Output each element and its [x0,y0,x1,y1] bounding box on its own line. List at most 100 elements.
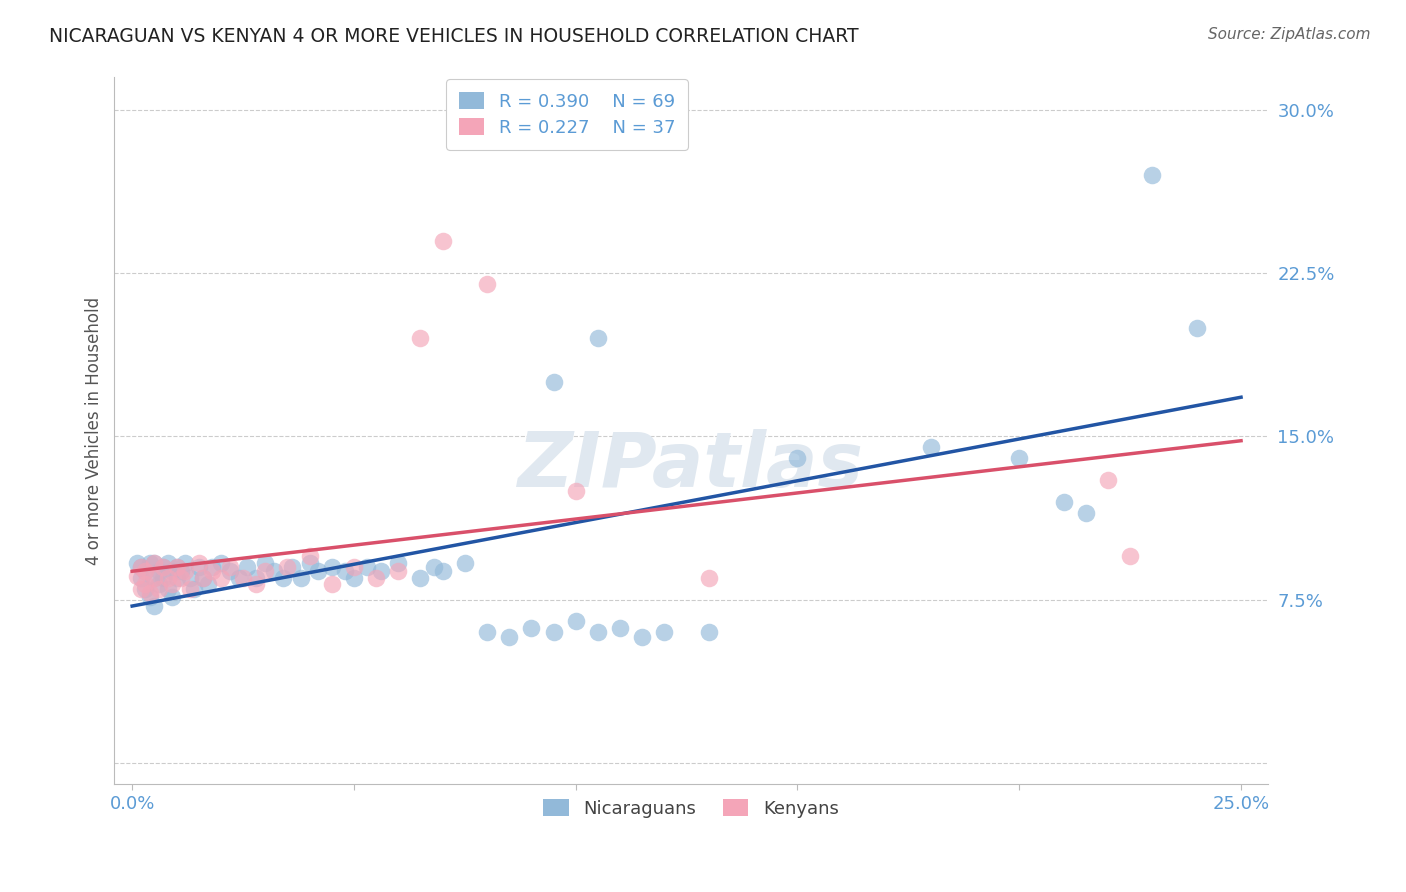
Point [236,560,259,574]
Point [183,582,205,596]
Point [254,564,277,578]
Point [218,564,240,578]
Point [160,564,183,578]
Point [143,556,166,570]
Point [475,625,498,640]
Point [139,556,162,570]
Point [1185,320,1208,334]
Point [179,582,201,596]
Text: ZIPatlas: ZIPatlas [517,429,865,503]
Point [1074,506,1097,520]
Point [152,560,174,574]
Point [276,560,298,574]
Point [156,571,179,585]
Point [245,571,267,585]
Point [143,571,166,585]
Point [232,571,254,585]
Point [1097,473,1119,487]
Point [423,560,446,574]
Point [1142,169,1164,183]
Point [129,560,152,574]
Point [245,577,267,591]
Point [166,560,188,574]
Point [920,440,942,454]
Point [1119,549,1142,563]
Point [156,582,179,596]
Point [201,564,224,578]
Point [586,625,609,640]
Point [218,560,240,574]
Point [129,582,152,596]
Point [387,564,409,578]
Point [191,571,214,585]
Point [156,556,179,570]
Point [697,571,720,585]
Point [166,560,188,574]
Point [543,375,565,389]
Point [228,571,250,585]
Point [631,630,654,644]
Point [152,571,174,585]
Point [298,556,321,570]
Point [786,451,808,466]
Point [343,560,366,574]
Point [191,571,214,585]
Point [187,560,209,574]
Point [564,614,586,628]
Point [152,560,174,574]
Point [134,577,156,591]
Point [174,556,197,570]
Point [134,564,156,578]
Point [170,564,193,578]
Point [498,630,520,644]
Point [343,571,366,585]
Point [187,556,209,570]
Point [432,234,454,248]
Point [129,560,152,574]
Point [409,571,432,585]
Point [356,560,378,574]
Point [290,571,312,585]
Point [254,556,277,570]
Point [209,556,232,570]
Point [586,331,609,345]
Point [139,586,162,600]
Point [179,571,201,585]
Point [564,483,586,498]
Point [281,560,304,574]
Text: NICARAGUAN VS KENYAN 4 OR MORE VEHICLES IN HOUSEHOLD CORRELATION CHART: NICARAGUAN VS KENYAN 4 OR MORE VEHICLES … [49,27,859,45]
Point [321,577,343,591]
Y-axis label: 4 or more Vehicles in Household: 4 or more Vehicles in Household [86,297,103,565]
Point [432,564,454,578]
Point [201,560,224,574]
Point [271,571,294,585]
Point [143,556,166,570]
Point [143,599,166,613]
Point [134,582,156,596]
Point [148,582,170,596]
Point [143,571,166,585]
Point [409,331,432,345]
Legend: Nicaraguans, Kenyans: Nicaraguans, Kenyans [536,791,846,825]
Point [160,591,183,605]
Point [1008,451,1031,466]
Point [370,564,392,578]
Point [129,571,152,585]
Point [160,577,183,591]
Point [307,564,329,578]
Point [166,571,188,585]
Point [174,564,197,578]
Point [134,564,156,578]
Point [197,577,219,591]
Point [125,556,148,570]
Point [520,621,543,635]
Text: Source: ZipAtlas.com: Source: ZipAtlas.com [1208,27,1371,42]
Point [609,621,631,635]
Point [543,625,565,640]
Point [125,568,148,582]
Point [1052,494,1074,508]
Point [321,560,343,574]
Point [366,571,388,585]
Point [298,549,321,563]
Point [454,556,477,570]
